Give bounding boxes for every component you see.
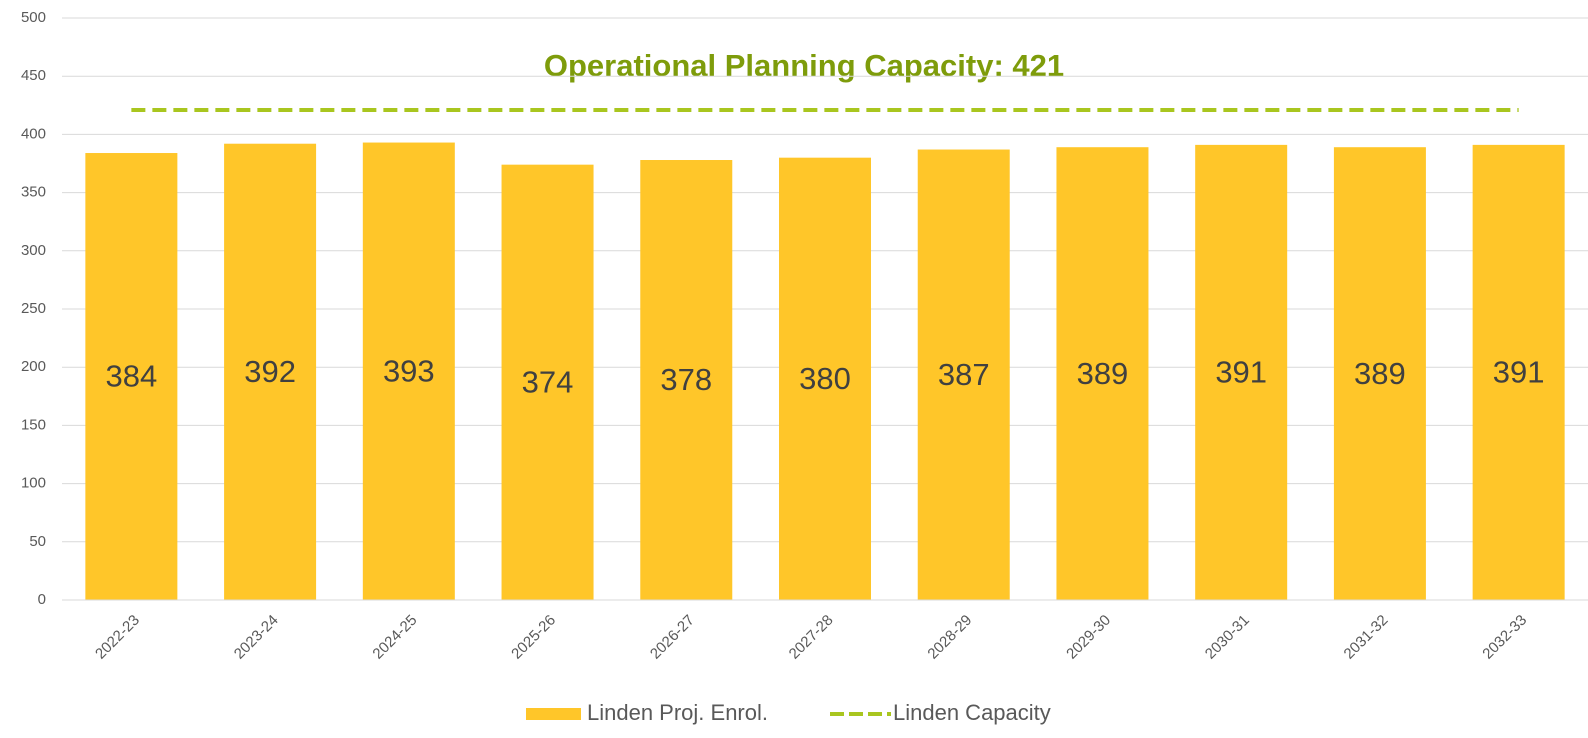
x-tick-label: 2026-27 xyxy=(647,612,698,663)
y-tick-label: 150 xyxy=(21,416,46,433)
legend-label: Linden Proj. Enrol. xyxy=(587,700,768,725)
y-tick-label: 450 xyxy=(21,67,46,84)
y-tick-label: 200 xyxy=(21,358,46,375)
data-label: 391 xyxy=(1215,355,1267,390)
annotation: Operational Planning Capacity: 421 xyxy=(544,48,1064,83)
x-tick-label: 2027-28 xyxy=(786,612,837,663)
bar xyxy=(640,160,733,600)
y-tick-label: 400 xyxy=(21,125,46,142)
x-tick-label: 2031-32 xyxy=(1341,612,1392,663)
legend-label: Linden Capacity xyxy=(893,700,1051,725)
bar xyxy=(362,142,455,600)
bar xyxy=(1333,147,1426,601)
x-tick-label: 2030-31 xyxy=(1202,612,1253,663)
bar xyxy=(917,149,1010,601)
x-tick-label: 2024-25 xyxy=(369,612,420,663)
data-label: 374 xyxy=(522,365,574,400)
data-label: 380 xyxy=(799,361,851,396)
x-tick-label: 2029-30 xyxy=(1063,612,1114,663)
data-label: 378 xyxy=(660,362,712,397)
bar xyxy=(1056,147,1149,601)
bar xyxy=(501,164,594,600)
x-tick-label: 2028-29 xyxy=(924,612,975,663)
y-tick-label: 250 xyxy=(21,300,46,317)
data-label: 384 xyxy=(105,359,157,394)
x-tick-label: 2032-33 xyxy=(1479,612,1530,663)
x-tick-label: 2023-24 xyxy=(231,612,282,663)
legend-swatch xyxy=(526,708,581,720)
y-tick-label: 500 xyxy=(21,9,46,26)
data-label: 387 xyxy=(938,357,990,392)
data-label: 393 xyxy=(383,353,435,388)
y-tick-label: 350 xyxy=(21,184,46,201)
data-label: 389 xyxy=(1077,356,1129,391)
y-tick-label: 0 xyxy=(38,591,46,608)
x-tick-label: 2022-23 xyxy=(92,612,143,663)
data-label: 391 xyxy=(1493,355,1545,390)
y-tick-label: 50 xyxy=(29,533,46,550)
x-tick-label: 2025-26 xyxy=(508,612,559,663)
bar xyxy=(85,153,178,601)
bar xyxy=(1195,144,1288,600)
data-label: 392 xyxy=(244,354,296,389)
bar xyxy=(224,143,317,600)
bar xyxy=(779,157,871,600)
y-tick-label: 100 xyxy=(21,475,46,492)
bar xyxy=(1472,144,1565,600)
y-tick-label: 300 xyxy=(21,242,46,259)
data-label: 389 xyxy=(1354,356,1406,391)
